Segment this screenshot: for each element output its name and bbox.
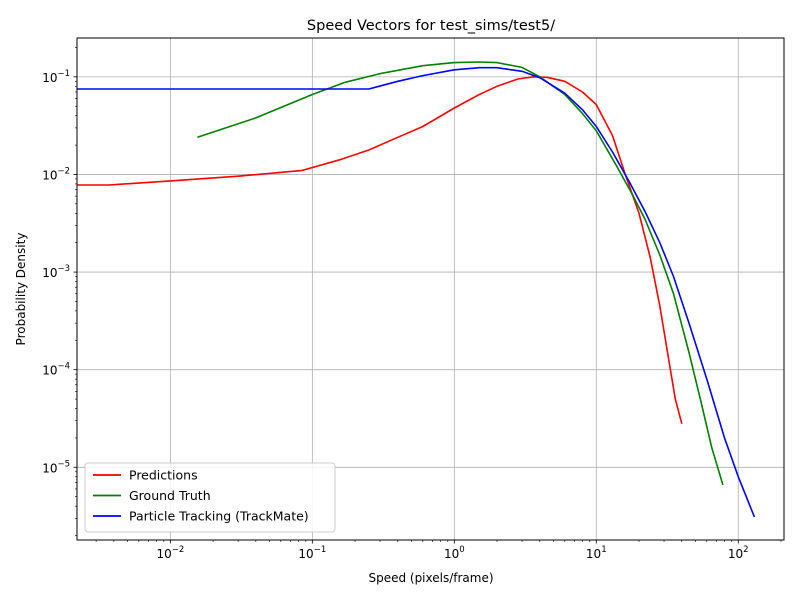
grid: [77, 38, 784, 540]
plot-frame: [76, 37, 785, 541]
y-tick-exponent: −5: [57, 459, 70, 469]
legend: Predictions Ground Truth Particle Tracking…: [84, 462, 336, 533]
x-axis-label: Speed (pixels/frame): [368, 571, 493, 585]
x-tick-exponent: −1: [314, 545, 327, 555]
y-axis-label: Probability Density: [14, 233, 28, 346]
y-tick-mantissa: 10: [42, 71, 57, 85]
y-tick-label: 10−4: [42, 362, 70, 378]
legend-box: [84, 462, 336, 533]
x-tick-exponent: 2: [743, 545, 748, 555]
x-tick-label: 102: [728, 545, 749, 561]
x-tick-label: 10−1: [298, 545, 326, 561]
y-tick-mantissa: 10: [42, 461, 57, 475]
x-tick-exponent: 0: [459, 545, 464, 555]
series-line-3: [77, 66, 756, 518]
x-tick-exponent: 1: [601, 545, 606, 555]
y-tick-label: 10−1: [42, 69, 70, 85]
x-tick-label: 101: [586, 545, 607, 561]
x-tick-mantissa: 10: [298, 547, 313, 561]
y-tick-mantissa: 10: [42, 266, 57, 280]
x-tick-exponent: −2: [172, 545, 185, 555]
chart-title: Speed Vectors for test_sims/test5/: [307, 18, 555, 34]
x-tick-mantissa: 10: [156, 547, 171, 561]
y-tick-exponent: −4: [57, 362, 70, 372]
series-layer: [77, 61, 756, 518]
legend-label: Predictions: [129, 468, 198, 483]
y-tick-mantissa: 10: [42, 364, 57, 378]
y-tick-exponent: −2: [57, 166, 70, 176]
legend-label: Particle Tracking (TrackMate): [129, 509, 309, 524]
y-tick-exponent: −1: [57, 69, 70, 79]
x-tick-label: 100: [444, 545, 465, 561]
y-tick-label: 10−5: [42, 459, 70, 475]
y-tick-mantissa: 10: [42, 168, 57, 182]
series-line-1: [77, 76, 683, 424]
y-tick-label: 10−3: [42, 264, 70, 280]
series-line-2: [197, 61, 724, 486]
x-tick-mantissa: 10: [728, 547, 743, 561]
x-tick-label: 10−2: [156, 545, 184, 561]
legend-label: Ground Truth: [129, 488, 211, 503]
x-tick-mantissa: 10: [586, 547, 601, 561]
y-tick-label: 10−2: [42, 166, 70, 182]
y-tick-exponent: −3: [57, 264, 70, 274]
x-tick-mantissa: 10: [444, 547, 459, 561]
